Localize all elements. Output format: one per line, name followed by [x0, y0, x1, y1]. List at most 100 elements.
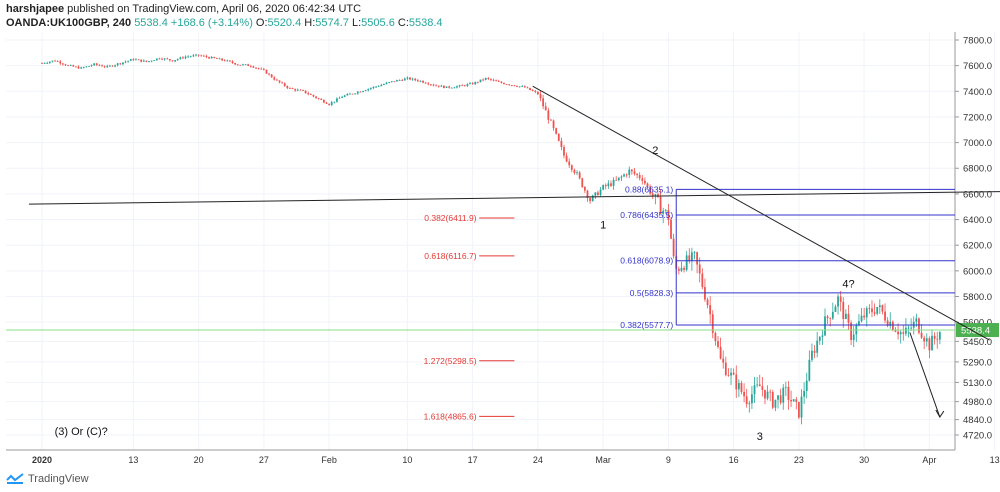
candle-body: [824, 316, 826, 336]
candle-body: [599, 189, 602, 196]
candle-body: [865, 308, 868, 318]
candle-body: [184, 56, 187, 59]
candle-body: [223, 60, 226, 62]
candle-body: [291, 88, 294, 90]
x-tick-label: 13: [990, 455, 1000, 465]
candle-body: [450, 87, 453, 89]
projection-arrow: [909, 332, 941, 418]
candle-body: [777, 395, 779, 400]
candle-body: [521, 86, 524, 88]
candle-body: [440, 85, 443, 87]
candle-body: [403, 78, 406, 81]
candle-body: [122, 62, 124, 65]
fib-level-label: 0.382(5577.7): [620, 320, 673, 330]
candle-body: [179, 57, 182, 60]
candle-body: [899, 332, 902, 335]
candle-body: [826, 316, 829, 319]
trendline: [28, 191, 1000, 205]
author-name[interactable]: harshjapee: [6, 3, 65, 15]
y-tick-label: 6600.0: [963, 189, 992, 200]
y-tick-label: 6400.0: [963, 215, 992, 226]
candle-body: [471, 83, 474, 85]
candle-body: [278, 80, 281, 83]
candle-body: [69, 65, 72, 66]
candle-body: [393, 81, 396, 83]
candle-body: [497, 81, 500, 82]
candle-body: [437, 85, 440, 87]
candle-body: [860, 315, 863, 322]
tradingview-logo[interactable]: TradingView: [6, 473, 89, 485]
change-value: +168.6 (+3.14%): [170, 17, 253, 29]
candle-body: [260, 68, 263, 70]
candle-body: [453, 87, 456, 89]
candle-body: [46, 62, 49, 64]
candle-body: [764, 389, 766, 399]
candles: [41, 53, 941, 425]
last-value: 5538.4: [134, 17, 168, 29]
candle-body: [93, 63, 96, 66]
candle-body: [367, 88, 370, 91]
candle-body: [568, 161, 571, 166]
candle-body: [268, 73, 270, 75]
axes: 4720.04840.04980.05130.05290.05450.05600…: [6, 32, 1000, 465]
candle-body: [469, 83, 471, 85]
candle-body: [578, 172, 581, 179]
candle-body: [359, 91, 362, 93]
candle-body: [307, 93, 310, 95]
candle-body: [928, 338, 931, 351]
candle-body: [589, 198, 591, 202]
close-label: C:: [397, 17, 409, 29]
candle-body: [623, 174, 625, 177]
y-tick-label: 4980.0: [963, 397, 992, 408]
candle-body: [466, 84, 469, 86]
candle-body: [761, 386, 764, 390]
candle-body: [168, 59, 171, 61]
candle-body: [476, 81, 479, 83]
candle-body: [140, 59, 143, 62]
x-tick-label: Apr: [922, 455, 936, 465]
candle-body: [664, 210, 667, 211]
candle-body: [289, 87, 291, 89]
high-value: 5574.7: [315, 17, 349, 29]
candle-body: [388, 82, 391, 83]
candle-body: [106, 65, 109, 67]
wave-label: (3) Or (C)?: [55, 426, 108, 438]
candle-body: [208, 57, 210, 59]
candle-body: [338, 97, 341, 99]
candle-body: [688, 255, 691, 261]
candle-body: [422, 80, 424, 83]
candle-body: [166, 58, 169, 60]
candle-body: [782, 387, 785, 403]
candle-body: [333, 101, 336, 103]
candle-body: [435, 85, 438, 87]
publish-line: harshjapee published on TradingView.com,…: [6, 3, 361, 15]
x-tick-label: 16: [729, 455, 739, 465]
tradingview-icon: [6, 473, 24, 484]
candle-body: [236, 64, 239, 66]
candle-body: [753, 385, 756, 395]
candle-body: [385, 82, 388, 85]
candle-body: [409, 77, 411, 80]
candle-body: [523, 86, 526, 88]
candle-body: [878, 305, 881, 308]
candle-body: [690, 252, 693, 261]
candle-body: [150, 60, 153, 62]
candle-body: [737, 382, 740, 390]
candle-body: [270, 74, 273, 78]
candle-body: [456, 86, 458, 88]
candle-body: [771, 392, 774, 408]
candle-body: [850, 322, 852, 340]
candle-body: [563, 147, 565, 156]
candle-body: [75, 66, 77, 68]
candle-body: [884, 311, 886, 321]
candle-body: [429, 84, 432, 86]
candle-body: [500, 81, 503, 83]
candle-body: [774, 399, 777, 408]
x-tick-label: 2020: [32, 455, 52, 465]
candle-body: [508, 84, 511, 86]
candle-body: [902, 332, 905, 334]
x-tick-label: 13: [128, 455, 138, 465]
candle-body: [662, 210, 665, 214]
